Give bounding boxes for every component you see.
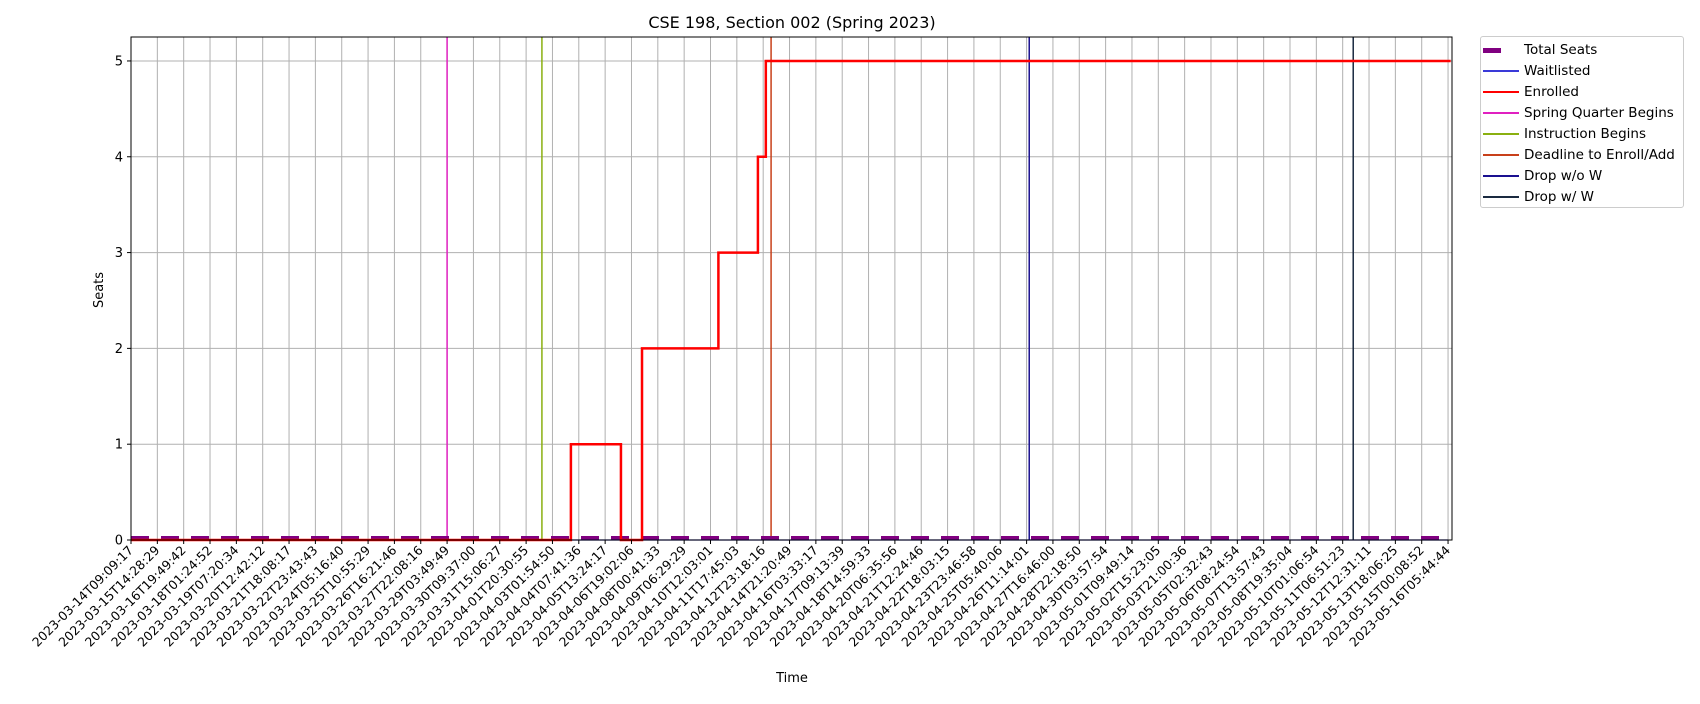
legend-label: Spring Quarter Begins	[1524, 105, 1674, 121]
y-axis-label: Seats	[92, 272, 107, 308]
legend-swatch	[1483, 90, 1519, 94]
legend-swatch	[1483, 112, 1519, 114]
y-tick-label: 3	[115, 246, 123, 261]
legend-label: Instruction Begins	[1524, 126, 1647, 142]
legend-label: Drop w/o W	[1524, 168, 1603, 184]
legend-swatch	[1483, 133, 1519, 135]
legend-swatch	[1483, 175, 1519, 177]
legend-item: Deadline to Enroll/Add	[1481, 145, 1683, 166]
axis-layer: 2023-03-14T09:09:172023-03-15T14:28:2920…	[29, 36, 1453, 650]
legend-label: Total Seats	[1524, 42, 1598, 58]
y-tick-label: 2	[115, 342, 123, 357]
y-tick-label: 4	[115, 150, 123, 165]
legend-label: Deadline to Enroll/Add	[1524, 147, 1675, 163]
legend-swatch	[1483, 154, 1519, 156]
legend-item: Spring Quarter Begins	[1481, 103, 1683, 124]
legend-label: Enrolled	[1524, 84, 1579, 100]
legend-swatch	[1483, 47, 1501, 53]
y-tick-label: 5	[115, 54, 123, 69]
y-tick-label: 1	[115, 438, 123, 453]
legend: Total Seats Waitlisted Enrolled Spring Quar…	[1480, 36, 1684, 208]
legend-item: Enrolled	[1481, 82, 1683, 103]
legend-label: Drop w/ W	[1524, 189, 1594, 205]
legend-item: Drop w/ W	[1481, 187, 1683, 208]
event-layer	[446, 37, 1354, 540]
chart-title: CSE 198, Section 002 (Spring 2023)	[648, 13, 935, 32]
y-tick-label: 0	[115, 534, 123, 549]
legend-item: Total Seats	[1481, 40, 1683, 61]
legend-item: Waitlisted	[1481, 61, 1683, 82]
legend-swatch	[1483, 196, 1519, 198]
enrolled-line	[131, 59, 1451, 542]
legend-item: Instruction Begins	[1481, 124, 1683, 145]
grid-layer	[130, 37, 1452, 541]
plot-frame	[130, 36, 1453, 541]
legend-swatch	[1483, 70, 1519, 72]
legend-label: Waitlisted	[1524, 63, 1591, 79]
legend-item: Drop w/o W	[1481, 166, 1683, 187]
series-layer	[131, 59, 1451, 542]
x-axis-label: Time	[775, 671, 808, 686]
